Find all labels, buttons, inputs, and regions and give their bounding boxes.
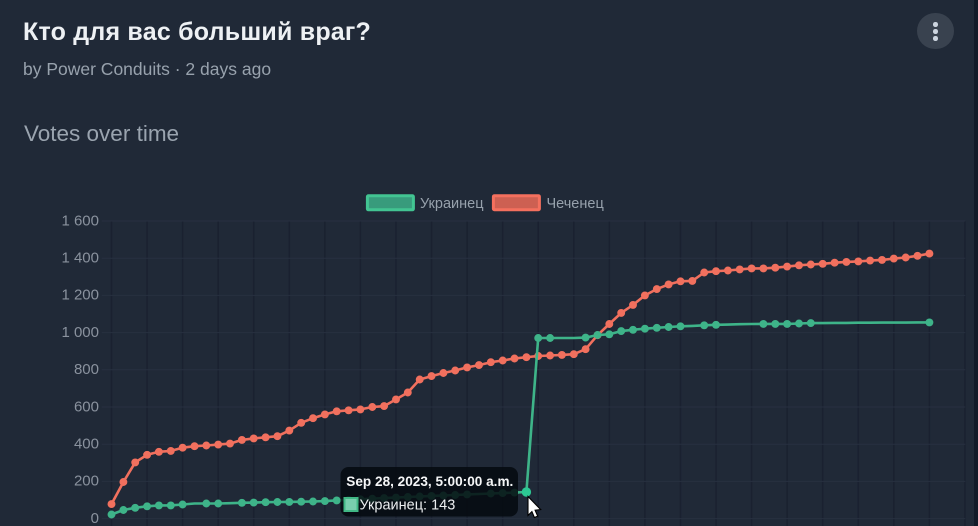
svg-text:600: 600 bbox=[74, 398, 99, 415]
svg-text:400: 400 bbox=[74, 436, 99, 453]
svg-text:Sep 28, 2023, 5:00:00 a.m.: Sep 28, 2023, 5:00:00 a.m. bbox=[346, 474, 513, 489]
svg-text:0: 0 bbox=[91, 510, 99, 526]
svg-text:200: 200 bbox=[74, 473, 99, 490]
svg-text:1 000: 1 000 bbox=[61, 324, 99, 341]
svg-text:1 400: 1 400 bbox=[61, 250, 99, 267]
svg-text:Чеченец: Чеченец bbox=[547, 196, 604, 212]
svg-text:1 600: 1 600 bbox=[61, 212, 99, 229]
svg-text:Украинец: Украинец bbox=[420, 196, 484, 212]
svg-text:800: 800 bbox=[74, 361, 99, 378]
svg-text:Украинец: 143: Украинец: 143 bbox=[360, 498, 456, 514]
svg-text:1 200: 1 200 bbox=[61, 287, 99, 304]
